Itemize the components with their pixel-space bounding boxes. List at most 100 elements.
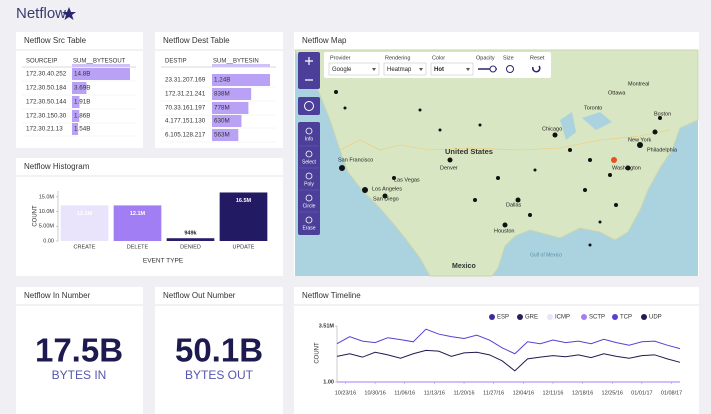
map-label: Los Angeles [372, 186, 402, 192]
legend-swatch[interactable] [581, 314, 587, 320]
control-label: Color [432, 55, 445, 61]
map-land [294, 49, 699, 277]
y-axis-title: COUNT [315, 342, 321, 364]
legend-label: GRE [525, 315, 538, 321]
value-label: 12.1M [77, 211, 93, 217]
control-label: Provider [330, 55, 351, 61]
map-label: Dallas [506, 202, 522, 208]
tool-icon [305, 216, 313, 224]
control-label: Rendering [385, 55, 410, 61]
y-tick-label: 5.00M [39, 224, 55, 230]
x-tick-label: 10/23/16 [335, 390, 356, 396]
draw-tools[interactable] [298, 122, 320, 235]
tool-icon [305, 150, 313, 158]
legend-label: TCP [620, 315, 632, 321]
cell-ip: 172.30.50.184 [26, 85, 67, 92]
legend-swatch[interactable] [612, 314, 618, 320]
cell-value: 1.91B [74, 99, 90, 106]
panel-title: Netflow Histogram [24, 162, 90, 171]
x-tick-label: 11/06/16 [394, 390, 415, 396]
panel-title: Netflow Timeline [302, 291, 361, 300]
map-label: San Diego [373, 196, 399, 202]
y-tick-label: 15.0M [39, 194, 55, 200]
cell-value: 778M [214, 105, 230, 112]
cell-ip: 172.30.150.30 [26, 113, 67, 120]
control-label: Opacity [476, 55, 495, 61]
table-bar [72, 96, 80, 108]
map-label: Las Vegas [394, 177, 420, 183]
globe-icon [304, 101, 314, 111]
x-tick-label: 12/04/16 [513, 390, 534, 396]
control-label: Size [503, 55, 514, 61]
favorite-star[interactable] [62, 7, 76, 20]
legend-swatch[interactable] [641, 314, 647, 320]
map-label: Denver [440, 165, 458, 171]
tool-label: Erase [302, 225, 315, 231]
x-tick-label: 11/27/16 [483, 390, 504, 396]
size-knob[interactable] [506, 65, 514, 73]
series-line [336, 349, 681, 372]
reset-button[interactable] [532, 65, 541, 73]
y-axis-title: COUNT [33, 205, 39, 227]
table-bar [72, 110, 80, 122]
tool-icon [305, 127, 313, 135]
provider-select[interactable] [328, 62, 380, 76]
panel-title: Netflow Src Table [24, 36, 87, 45]
x-tick-label: DELETE [127, 244, 149, 250]
map[interactable]: Provider Rendering Color Opacity Size Re… [294, 49, 699, 277]
y-tick-label: 0.00 [43, 238, 54, 244]
legend-swatch[interactable] [547, 314, 553, 320]
color-select[interactable] [430, 62, 474, 76]
tool-label: Select [302, 159, 317, 165]
table-bar [212, 88, 252, 100]
table-bar [72, 82, 87, 94]
globe-button[interactable] [298, 97, 320, 115]
map-label: Montreal [628, 81, 649, 87]
select-value: Heatmap [387, 67, 412, 73]
series-line [336, 328, 681, 355]
cell-ip: 172.30.50.144 [26, 99, 67, 106]
tool-label: Info [305, 136, 314, 142]
x-tick-label: 01/08/17 [661, 390, 682, 396]
bar [166, 238, 215, 241]
x-axis-title: EVENT TYPE [143, 258, 184, 265]
zoom-buttons[interactable] [298, 52, 320, 89]
column-header: SOURCEIP [26, 59, 57, 65]
page-title: Netflow [16, 5, 66, 22]
legend-swatch[interactable] [489, 314, 495, 320]
slider-knob[interactable] [489, 65, 497, 73]
map-lakes [560, 112, 612, 140]
map-label: United States [445, 147, 493, 156]
heat-dots [334, 90, 662, 247]
x-tick-label: 11/13/16 [424, 390, 445, 396]
map-label: Philadelphia [647, 147, 678, 153]
y-tick-label: 1.00 [323, 379, 334, 385]
legend-label: UDP [649, 315, 662, 321]
x-tick-label: CREATE [74, 244, 96, 250]
panel-title: Netflow Out Number [163, 291, 236, 300]
table-bar [212, 74, 270, 86]
y-tick-label: 3.51M [319, 323, 335, 329]
cell-ip: 172.30.40.252 [26, 71, 67, 78]
value-label: 16.5M [236, 198, 252, 204]
legend-swatch[interactable] [517, 314, 523, 320]
select-value: Google [332, 67, 352, 73]
x-tick-label: 12/11/16 [542, 390, 563, 396]
table-bar [72, 68, 130, 80]
cell-value: 3.69B [74, 85, 90, 92]
panel-title: Netflow In Number [24, 291, 91, 300]
select-value: Hot [434, 67, 444, 73]
tool-label: Poly [304, 181, 314, 187]
table-bar [212, 129, 239, 141]
cell-value: 1.54B [74, 126, 90, 133]
rendering-select[interactable] [383, 62, 427, 76]
panel [294, 287, 699, 414]
map-label: Gulf of Mexico [530, 252, 562, 258]
cell-ip: 172.31.21.241 [165, 91, 206, 98]
y-tick-label: 10.0M [39, 209, 55, 215]
x-tick-label: 12/25/16 [602, 390, 623, 396]
map-label: Chicago [542, 126, 562, 132]
zoom-icons [305, 57, 313, 81]
